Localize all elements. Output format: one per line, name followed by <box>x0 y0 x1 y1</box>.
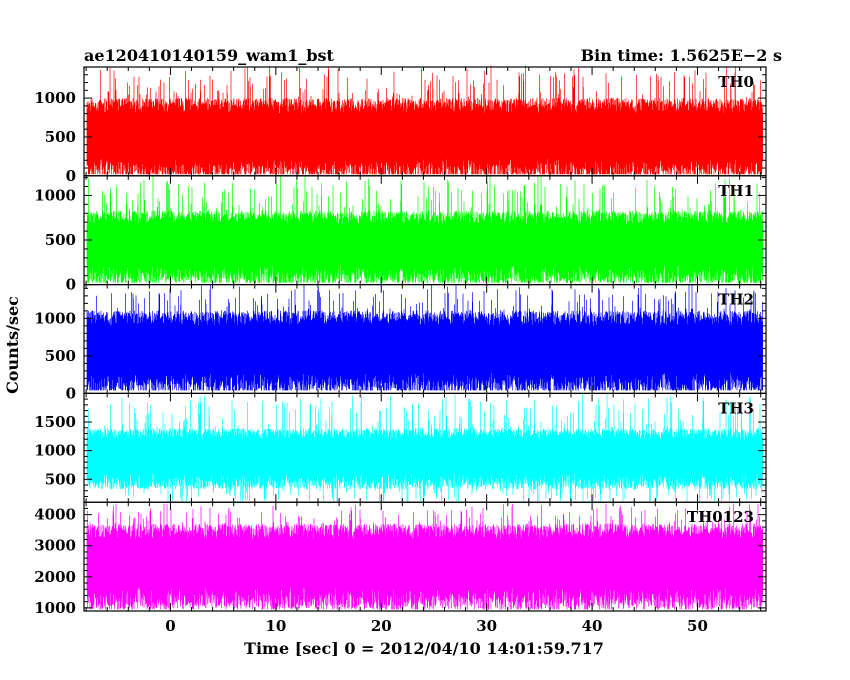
x-tick-label: 30 <box>476 617 497 635</box>
y-tick-label: 500 <box>45 347 76 365</box>
y-tick-label: 3000 <box>34 537 76 555</box>
panel-label: TH1 <box>718 182 754 200</box>
series-th2 <box>86 284 764 391</box>
chart-title: ae120410140159_wam1_bst <box>84 46 335 65</box>
series-th0 <box>86 65 764 175</box>
x-axis-label: Time [sec] 0 = 2012/04/10 14:01:59.717 <box>244 639 604 658</box>
panel-label: TH0123 <box>687 508 754 526</box>
y-tick-label: 1000 <box>34 442 76 460</box>
x-tick-label: 50 <box>687 617 708 635</box>
y-tick-label: 0 <box>66 384 76 402</box>
y-tick-label: 1000 <box>34 599 76 617</box>
y-tick-label: 0 <box>66 167 76 185</box>
series-th0123 <box>86 503 764 610</box>
panel-th0123: 1000 2000 3000 4000 TH0123 <box>34 501 767 617</box>
panel-label: TH3 <box>718 399 754 417</box>
y-tick-label: 500 <box>45 470 76 488</box>
y-tick-label: 1500 <box>34 413 76 431</box>
panel-th1: 0 500 1000 TH1 <box>34 175 767 294</box>
y-tick-label: 500 <box>45 128 76 146</box>
y-axis-label: Counts/sec <box>3 296 22 394</box>
y-tick-label: 500 <box>45 231 76 249</box>
y-tick-label: 1000 <box>34 89 76 107</box>
series-th3 <box>86 393 764 502</box>
bin-time-label: Bin time: 1.5625E−2 s <box>581 46 782 65</box>
panel-th0: 0 500 1000 TH0 <box>34 65 767 185</box>
panel-frame <box>83 501 767 612</box>
y-tick-label: 1000 <box>34 309 76 327</box>
panel-label: TH2 <box>718 291 754 309</box>
x-tick-label: 10 <box>265 617 286 635</box>
y-tick-label: 4000 <box>34 506 76 524</box>
x-tick-label: 40 <box>582 617 603 635</box>
panel-th3: 500 1000 1500 TH3 <box>34 392 767 503</box>
y-tick-label: 1000 <box>34 186 76 204</box>
series-th1 <box>86 175 764 283</box>
panel-th2: 0 500 1000 TH2 <box>34 284 767 402</box>
y-tick-label: 0 <box>66 276 76 294</box>
y-tick-label: 2000 <box>34 568 76 586</box>
panel-label: TH0 <box>718 73 754 91</box>
x-tick-label: 20 <box>371 617 392 635</box>
x-tick-label: 0 <box>165 617 175 635</box>
